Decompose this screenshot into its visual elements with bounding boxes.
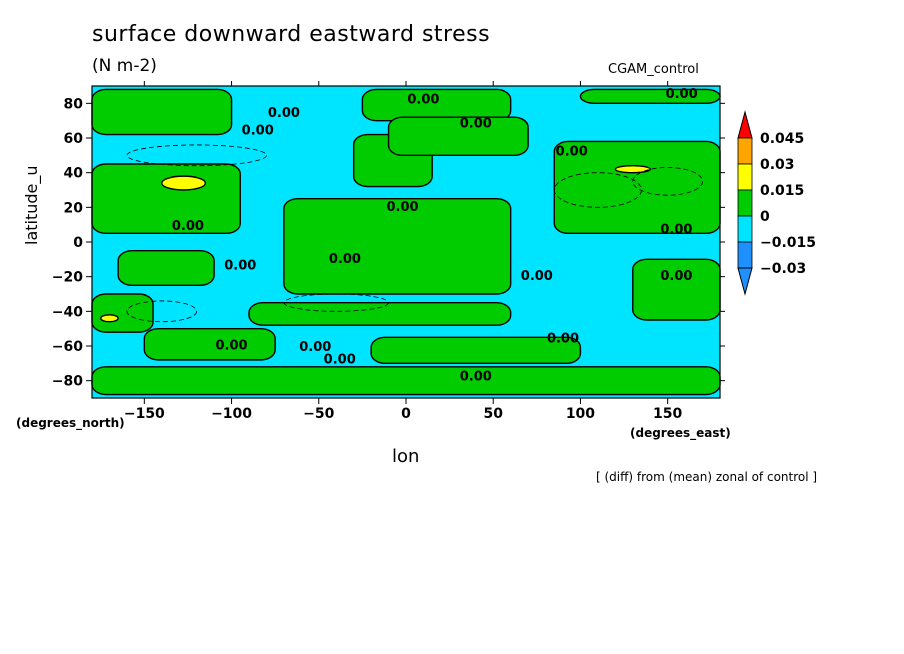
colorbar-segment-4 <box>737 241 753 269</box>
contour-label-2: 0.00 <box>407 92 439 107</box>
x-tick-label-6: 150 <box>653 406 682 422</box>
colorbar-segment-0 <box>737 137 753 165</box>
positive-region-10 <box>91 293 154 333</box>
colorbar-segment-1 <box>737 163 753 191</box>
x-axis-units: (degrees_east) <box>630 426 731 440</box>
negative-contour-2 <box>283 293 389 312</box>
x-tick-label-0: −150 <box>124 406 165 422</box>
contour-label-15: 0.00 <box>547 332 579 347</box>
positive-region-0 <box>91 88 233 136</box>
contour-label-9: 0.00 <box>224 259 256 274</box>
y-tick-label-6: −40 <box>52 304 83 320</box>
contour-label-4: 0.00 <box>460 117 492 132</box>
footnote: [ (diff) from (mean) zonal of control ] <box>596 470 818 484</box>
colorbar-label-4: −0.015 <box>760 235 816 251</box>
positive-region-13 <box>370 336 582 365</box>
contour-label-8: 0.00 <box>660 222 692 237</box>
positive-region-5 <box>387 116 529 157</box>
positive-region-2 <box>579 88 721 105</box>
contour-label-0: 0.00 <box>268 106 300 121</box>
negative-contour-4 <box>632 167 703 196</box>
colorbar-label-2: 0.015 <box>760 183 804 199</box>
high-region-1 <box>614 165 651 174</box>
x-tick-label-3: 0 <box>401 406 411 422</box>
positive-region-3 <box>91 163 241 235</box>
colorbar-bottom-arrow <box>737 267 753 296</box>
chart-units: (N m-2) <box>92 56 157 76</box>
y-tick-label-8: −80 <box>52 374 83 390</box>
contour-label-17: 0.00 <box>660 269 692 284</box>
x-tick-label-4: 50 <box>483 406 503 422</box>
y-tick-label-5: −20 <box>52 270 83 286</box>
y-tick-label-2: 40 <box>64 166 84 182</box>
negative-contour-0 <box>126 144 267 167</box>
contour-label-6: 0.00 <box>386 200 418 215</box>
contour-label-16: 0.00 <box>460 370 492 385</box>
contour-label-13: 0.00 <box>299 340 331 355</box>
run-label: CGAM_control <box>608 62 699 77</box>
contour-label-10: 0.00 <box>329 252 361 267</box>
y-tick-label-7: −60 <box>52 339 83 355</box>
positive-region-8 <box>117 249 215 287</box>
colorbar-top-arrow <box>737 110 753 139</box>
colorbar-label-5: −0.03 <box>760 261 806 277</box>
contour-label-5: 0.00 <box>556 144 588 159</box>
positive-region-7 <box>283 197 512 295</box>
positive-region-14 <box>91 366 721 396</box>
positive-region-11 <box>248 301 512 326</box>
colorbar-label-1: 0.03 <box>760 157 795 173</box>
x-tick-label-1: −100 <box>211 406 252 422</box>
high-region-2 <box>100 314 119 323</box>
contour-label-1: 0.00 <box>242 124 274 139</box>
colorbar-label-0: 0.045 <box>760 131 804 147</box>
y-tick-label-3: 20 <box>64 200 84 216</box>
y-tick-label-1: 60 <box>64 131 84 147</box>
high-region-0 <box>161 175 207 191</box>
colorbar-segment-2 <box>737 189 753 217</box>
contour-label-7: 0.00 <box>172 219 204 234</box>
colorbar-label-3: 0 <box>760 209 770 225</box>
negative-contour-1 <box>553 172 642 208</box>
contour-label-14: 0.00 <box>324 352 356 367</box>
contour-label-12: 0.00 <box>216 338 248 353</box>
x-tick-label-5: 100 <box>566 406 595 422</box>
chart-title: surface downward eastward stress <box>92 22 491 47</box>
x-axis-label: lon <box>392 446 420 467</box>
y-tick-label-0: 80 <box>64 96 84 112</box>
y-tick-label-4: 0 <box>73 235 83 251</box>
contour-label-11: 0.00 <box>521 269 553 284</box>
positive-region-12 <box>143 327 276 361</box>
x-tick-label-2: −50 <box>303 406 334 422</box>
negative-contour-3 <box>126 300 198 323</box>
colorbar-segment-3 <box>737 215 753 243</box>
contour-label-3: 0.00 <box>666 87 698 102</box>
y-axis-units: (degrees_north) <box>16 416 125 430</box>
